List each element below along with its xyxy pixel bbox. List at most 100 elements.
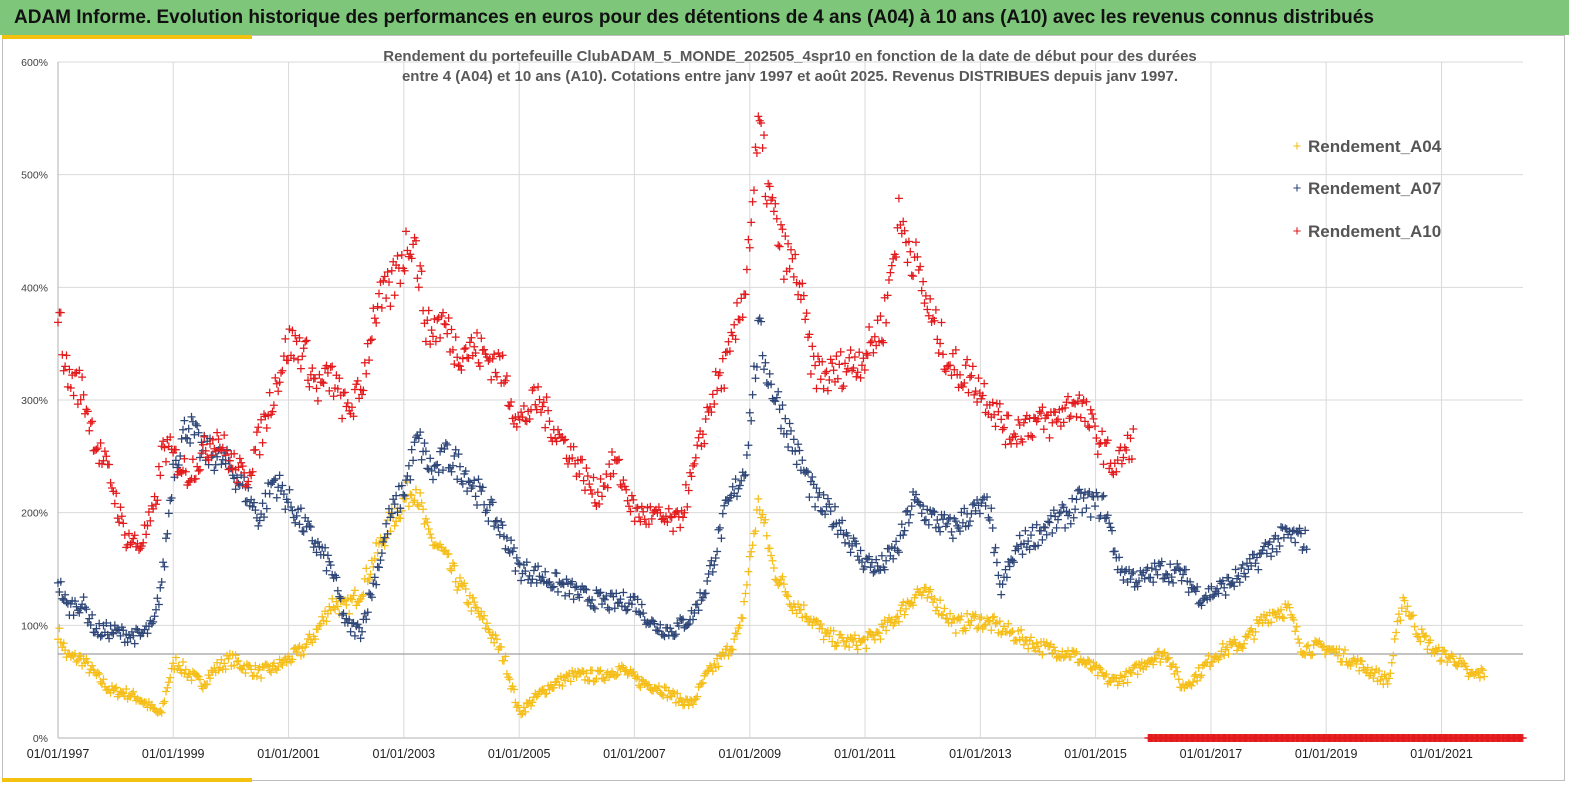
point-rendement-a04: [396, 514, 405, 523]
point-rendement-a10: [921, 291, 930, 300]
point-rendement-a04: [845, 643, 854, 652]
point-rendement-a07: [322, 566, 331, 575]
point-rendement-a07: [983, 493, 991, 501]
point-rendement-a10: [758, 144, 767, 152]
point-rendement-a10: [1001, 440, 1010, 449]
point-rendement-a04: [698, 678, 707, 687]
point-rendement-a10: [444, 314, 453, 322]
point-rendement-a07: [279, 490, 288, 499]
point-rendement-a10: [811, 361, 820, 370]
point-rendement-a07: [1046, 511, 1055, 520]
point-rendement-a07: [420, 439, 429, 448]
point-rendement-a04: [1031, 646, 1040, 655]
point-rendement-a04: [1341, 646, 1349, 654]
point-rendement-a04: [924, 587, 933, 596]
point-rendement-a07: [656, 620, 665, 629]
point-rendement-a07: [517, 576, 526, 585]
point-rendement-a04: [1095, 663, 1104, 672]
point-rendement-a04: [980, 621, 989, 630]
point-rendement-a10: [234, 463, 243, 472]
point-rendement-a07: [265, 489, 274, 498]
point-rendement-a07: [1279, 533, 1288, 542]
point-rendement-a10: [390, 291, 399, 300]
point-rendement-a04: [549, 683, 558, 692]
point-rendement-a07: [162, 534, 170, 543]
point-rendement-a10: [180, 454, 189, 463]
point-rendement-a10: [923, 305, 932, 314]
point-rendement-a04: [514, 701, 523, 710]
point-rendement-a10: [997, 415, 1006, 424]
point-rendement-a10: [869, 348, 878, 357]
point-rendement-a10: [149, 504, 158, 513]
point-rendement-a07: [332, 573, 341, 582]
point-rendement-a04: [160, 697, 169, 706]
point-rendement-a04: [875, 629, 883, 638]
point-rendement-a10: [812, 384, 821, 393]
point-rendement-a10: [926, 294, 935, 303]
x-tick-label: 01/01/1999: [142, 747, 205, 761]
point-rendement-a10: [323, 368, 332, 377]
point-rendement-a04: [761, 515, 770, 524]
point-rendement-a04: [349, 591, 358, 600]
point-rendement-a10: [731, 335, 740, 344]
point-rendement-a10: [752, 149, 761, 157]
point-rendement-a07: [715, 523, 724, 532]
point-rendement-a07: [603, 603, 612, 612]
point-rendement-a10: [406, 250, 415, 259]
point-rendement-a07: [1005, 562, 1014, 571]
point-rendement-a10: [769, 207, 778, 216]
point-rendement-a10: [791, 250, 800, 259]
point-rendement-a04: [612, 671, 621, 680]
point-rendement-a10: [917, 286, 926, 295]
point-rendement-a07: [1133, 582, 1142, 591]
point-rendement-a04: [988, 613, 997, 622]
point-rendement-a07: [434, 468, 443, 477]
point-rendement-a04: [572, 673, 581, 681]
point-rendement-a07: [534, 562, 543, 571]
point-rendement-a10: [706, 402, 714, 411]
point-rendement-a04: [162, 687, 170, 696]
point-rendement-a10: [214, 435, 223, 444]
point-rendement-a10: [781, 232, 790, 241]
point-rendement-a04: [313, 625, 322, 634]
point-rendement-a10: [152, 500, 160, 509]
point-rendement-a10: [586, 485, 595, 494]
point-rendement-a10: [849, 364, 858, 372]
point-rendement-a07: [305, 522, 314, 530]
point-rendement-a10: [279, 352, 288, 361]
point-rendement-a10: [568, 454, 577, 462]
point-rendement-a04: [527, 701, 535, 710]
point-rendement-a07: [562, 575, 571, 584]
point-rendement-a07: [379, 538, 388, 546]
point-rendement-a07: [947, 527, 956, 536]
point-rendement-a10: [1089, 414, 1098, 423]
point-rendement-a04: [995, 617, 1004, 626]
point-rendement-a07: [258, 499, 267, 508]
point-rendement-a10: [498, 351, 507, 360]
point-rendement-a10: [961, 361, 970, 370]
point-rendement-a10: [385, 278, 393, 287]
point-rendement-a07: [350, 631, 359, 640]
point-rendement-a10: [640, 515, 649, 524]
point-rendement-a10: [1115, 446, 1124, 455]
point-rendement-a04: [990, 612, 999, 621]
point-rendement-a04: [706, 661, 714, 670]
point-rendement-a04: [1352, 660, 1361, 668]
point-rendement-a04: [659, 691, 668, 700]
point-rendement-a10: [879, 338, 888, 347]
point-rendement-a04: [755, 506, 764, 514]
point-rendement-a10: [821, 369, 830, 378]
point-rendement-a07: [448, 461, 457, 470]
point-rendement-a07: [370, 573, 379, 582]
point-rendement-a07: [867, 558, 876, 567]
point-rendement-a07: [569, 595, 578, 604]
y-tick-label: 600%: [21, 57, 48, 69]
point-rendement-a07: [713, 547, 722, 556]
point-rendement-a07: [1274, 534, 1283, 543]
point-rendement-a07: [828, 522, 837, 531]
point-rendement-a10: [71, 369, 79, 378]
point-rendement-a04: [984, 616, 993, 625]
point-rendement-a07: [1241, 572, 1250, 581]
point-rendement-a07: [1163, 571, 1172, 579]
point-rendement-a04: [1224, 650, 1233, 658]
